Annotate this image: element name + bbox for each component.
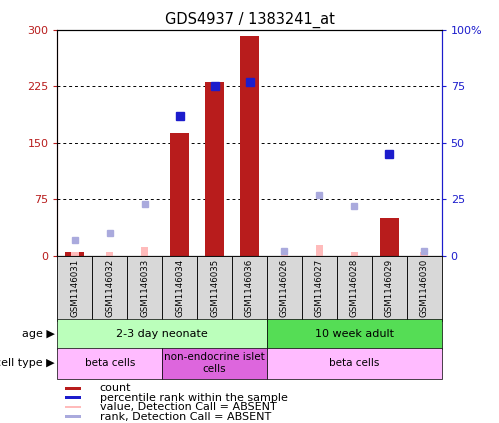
Bar (197, 256, 232, 321)
Bar (57, 348, 162, 379)
Bar (267, 348, 442, 379)
Bar (232, 256, 267, 321)
Bar (240, 36, 259, 256)
Bar (372, 256, 407, 321)
Text: age ▶: age ▶ (22, 329, 55, 339)
Bar (316, 244, 323, 256)
Bar (267, 319, 442, 349)
Text: count: count (100, 383, 131, 393)
Bar (407, 256, 442, 321)
Bar (127, 256, 162, 321)
Bar (337, 256, 372, 321)
Text: GSM1146033: GSM1146033 (140, 258, 149, 317)
Text: GSM1146029: GSM1146029 (385, 258, 394, 317)
Bar (71, 252, 78, 256)
Text: rank, Detection Call = ABSENT: rank, Detection Call = ABSENT (100, 412, 271, 422)
Text: GSM1146035: GSM1146035 (210, 258, 219, 317)
Bar (65, 396, 81, 399)
Text: GSM1146031: GSM1146031 (70, 258, 79, 317)
Bar (267, 256, 302, 321)
Text: 10 week adult: 10 week adult (315, 329, 394, 339)
Bar (65, 387, 81, 390)
Text: 2-3 day neonate: 2-3 day neonate (116, 329, 208, 339)
Text: beta cells: beta cells (329, 358, 379, 368)
Text: GSM1146034: GSM1146034 (175, 258, 184, 317)
Bar (421, 252, 428, 256)
Bar (351, 252, 358, 256)
Text: beta cells: beta cells (85, 358, 135, 368)
Bar (57, 319, 267, 349)
Title: GDS4937 / 1383241_at: GDS4937 / 1383241_at (165, 12, 334, 28)
Text: GSM1146026: GSM1146026 (280, 258, 289, 317)
Text: GSM1146028: GSM1146028 (350, 258, 359, 317)
Bar (162, 348, 267, 379)
Text: value, Detection Call = ABSENT: value, Detection Call = ABSENT (100, 402, 276, 412)
Bar (65, 252, 84, 256)
Text: GSM1146027: GSM1146027 (315, 258, 324, 317)
Text: cell type ▶: cell type ▶ (0, 358, 55, 368)
Bar (141, 247, 148, 256)
Text: non-endocrine islet
cells: non-endocrine islet cells (164, 352, 265, 374)
Bar (65, 415, 81, 418)
Bar (302, 256, 337, 321)
Bar (106, 252, 113, 256)
Bar (57, 256, 92, 321)
Text: GSM1146032: GSM1146032 (105, 258, 114, 317)
Bar (205, 82, 224, 256)
Text: GSM1146030: GSM1146030 (420, 258, 429, 317)
Text: GSM1146036: GSM1146036 (245, 258, 254, 317)
Bar (65, 406, 81, 408)
Bar (380, 218, 399, 256)
Bar (92, 256, 127, 321)
Bar (281, 252, 288, 256)
Bar (162, 256, 197, 321)
Text: percentile rank within the sample: percentile rank within the sample (100, 393, 287, 403)
Bar (170, 133, 189, 256)
